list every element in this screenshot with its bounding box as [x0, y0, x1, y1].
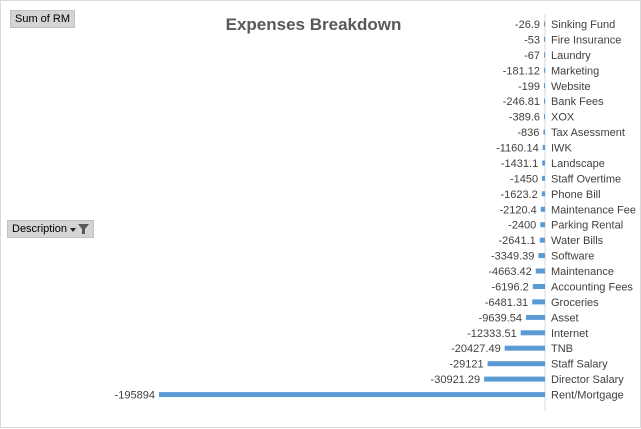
category-tick-label: Internet: [551, 328, 588, 340]
category-tick-label: Phone Bill: [551, 189, 601, 201]
bar: [538, 253, 545, 259]
bar: [542, 160, 545, 166]
category-tick-label: Marketing: [551, 65, 599, 77]
data-label: -26.9: [515, 19, 540, 31]
bar: [539, 237, 545, 243]
chart-title: Expenses Breakdown: [225, 15, 402, 34]
category-tick-label: Staff Salary: [551, 359, 608, 371]
data-label: -2400: [508, 220, 536, 232]
category-tick-label: Landscape: [551, 158, 605, 170]
data-label: -2120.4: [499, 204, 536, 216]
category-tick-label: Water Bills: [551, 235, 604, 247]
data-label: -6196.2: [491, 282, 528, 294]
data-label: -9639.54: [479, 312, 522, 324]
bar: [532, 299, 545, 305]
bar: [484, 376, 545, 382]
category-tick-label: Maintenance Fee: [551, 204, 636, 216]
category-tick-label: Website: [551, 81, 591, 93]
category-tick-label: Laundry: [551, 50, 591, 62]
bar: [159, 392, 545, 398]
bar: [541, 191, 545, 197]
bar: [520, 330, 545, 336]
category-tick-label: Rent/Mortgage: [551, 390, 624, 402]
bar: [543, 129, 545, 135]
data-label: -836: [517, 127, 539, 139]
data-label: -1623.2: [500, 189, 537, 201]
data-label: -181.12: [503, 65, 540, 77]
category-tick-label: Software: [551, 251, 594, 263]
category-tick-label: Parking Rental: [551, 220, 623, 232]
data-label: -12333.51: [467, 328, 517, 340]
category-tick-label: Staff Overtime: [551, 173, 621, 185]
category-tick-label: XOX: [551, 112, 575, 124]
bar: [544, 67, 545, 73]
value-field-button[interactable]: Sum of RM: [10, 10, 76, 28]
category-tick-label: Bank Fees: [551, 96, 604, 108]
bar: [544, 83, 545, 89]
data-label: -1450: [510, 173, 538, 185]
category-tick-label: Sinking Fund: [551, 19, 615, 31]
bar: [544, 21, 545, 27]
category-tick-label: Groceries: [551, 297, 599, 309]
category-tick-label: Tax Asessment: [551, 127, 625, 139]
bar: [535, 268, 545, 274]
dropdown-filter-icon[interactable]: [69, 222, 91, 236]
bar: [540, 206, 545, 212]
data-label: -199: [518, 81, 540, 93]
row-field-button[interactable]: Description: [7, 220, 95, 238]
bar: [487, 361, 545, 367]
category-tick-label: Asset: [551, 312, 579, 324]
bar: [544, 36, 545, 42]
bar: [544, 98, 545, 104]
data-label: -6481.31: [485, 297, 528, 309]
data-label: -2641.1: [498, 235, 535, 247]
row-field-label: Description: [12, 223, 68, 235]
category-tick-label: Fire Insurance: [551, 34, 621, 46]
bar: [544, 114, 545, 120]
bar: [504, 345, 545, 351]
bar: [526, 314, 545, 320]
bar: [542, 175, 545, 181]
data-label: -30921.29: [431, 374, 481, 386]
data-label: -67: [524, 50, 540, 62]
data-label: -1431.1: [501, 158, 538, 170]
bar: [544, 52, 545, 58]
bar: [540, 222, 545, 228]
data-label: -20427.49: [451, 343, 501, 355]
bar: [542, 145, 545, 150]
category-tick-label: Accounting Fees: [551, 282, 633, 294]
data-label: -53: [524, 34, 540, 46]
category-tick-label: Director Salary: [551, 374, 624, 386]
category-tick-label: IWK: [551, 143, 572, 155]
value-field-label: Sum of RM: [15, 13, 71, 25]
data-label: -389.6: [509, 112, 540, 124]
data-label: -195894: [115, 390, 155, 402]
data-label: -29121: [449, 359, 483, 371]
category-tick-label: Maintenance: [551, 266, 614, 278]
data-label: -246.81: [503, 96, 540, 108]
data-label: -3349.39: [491, 251, 534, 263]
category-tick-label: TNB: [551, 343, 573, 355]
data-label: -1160.14: [496, 143, 539, 155]
data-label: -4663.42: [488, 266, 531, 278]
bar: [532, 284, 545, 289]
